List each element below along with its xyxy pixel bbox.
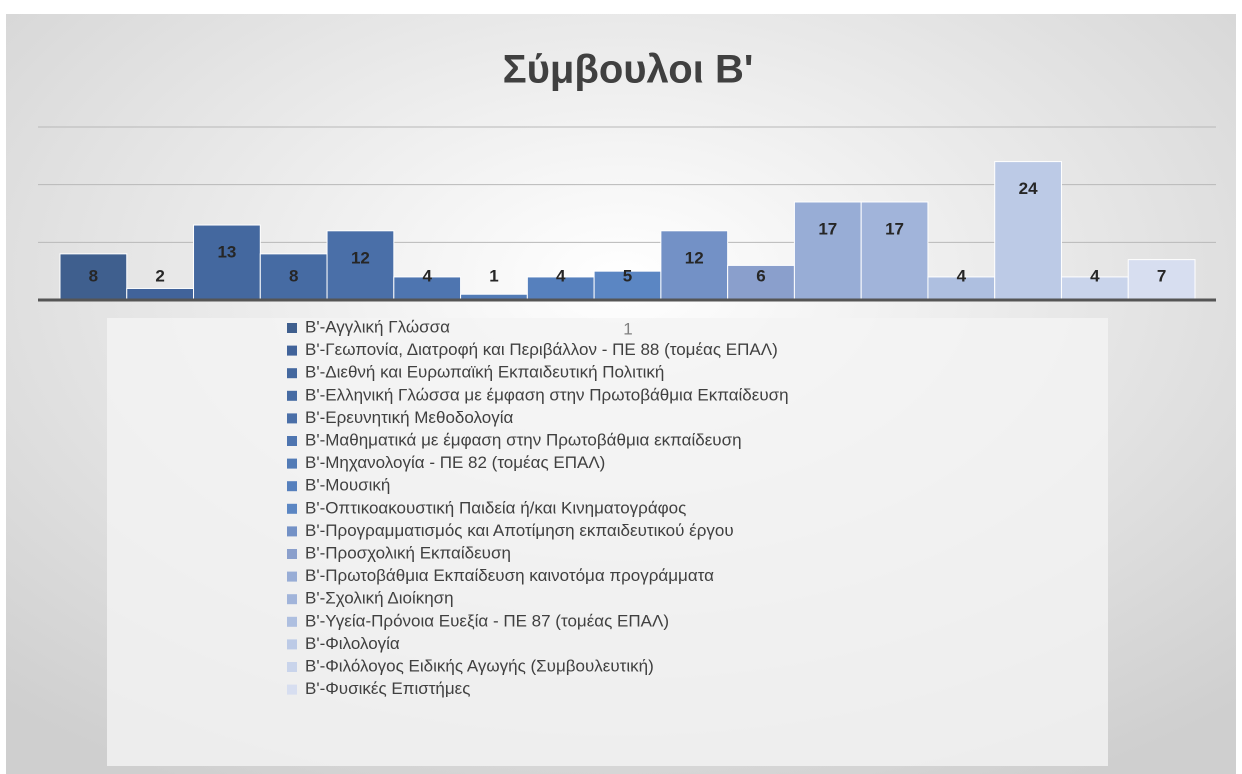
bar xyxy=(59,253,128,301)
x-tick-label: 1 xyxy=(623,319,632,338)
bar xyxy=(1127,259,1196,301)
data-label: 4 xyxy=(1090,266,1100,285)
legend-label: Β'-Φυσικές Επιστήμες xyxy=(305,679,470,698)
legend-marker xyxy=(287,616,297,627)
legend-label: Β'-Γεωπονία, Διατροφή και Περιβάλλον - Π… xyxy=(305,340,778,359)
legend-label: Β'-Φιλολογία xyxy=(305,634,400,653)
legend-marker xyxy=(287,345,297,356)
data-label: 8 xyxy=(289,266,298,285)
legend-marker xyxy=(287,684,297,695)
legend-marker xyxy=(287,413,297,424)
legend-marker xyxy=(287,571,297,582)
data-label: 2 xyxy=(155,266,164,285)
bar xyxy=(660,230,729,301)
legend-marker xyxy=(287,323,297,333)
bar xyxy=(727,264,795,301)
legend-marker xyxy=(287,662,297,672)
legend-label: Β'-Μηχανολογία - ΠΕ 82 (τομέας ΕΠΑΛ) xyxy=(305,453,605,472)
legend-marker xyxy=(287,368,297,379)
data-label: 4 xyxy=(422,266,432,285)
legend-marker xyxy=(287,390,297,401)
legend-box xyxy=(107,318,1108,766)
legend-label: Β'-Μαθηματικά με έμφαση στην Πρωτοβάθμια… xyxy=(305,430,742,449)
bar xyxy=(126,287,195,301)
legend-label: Β'-Διεθνή και Ευρωπαϊκή Εκπαιδευτική Πολ… xyxy=(305,363,664,382)
legend-label: Β'-Προγραμματισμός και Αποτίμηση εκπαιδε… xyxy=(305,521,734,540)
legend-label: Β'-Προσχολική Εκπαίδευση xyxy=(305,543,511,562)
data-label: 7 xyxy=(1157,266,1166,285)
data-label: 17 xyxy=(818,219,837,238)
legend-marker xyxy=(287,549,297,559)
bar xyxy=(193,224,261,301)
legend-label: Β'-Μουσική xyxy=(305,476,390,495)
legend-label: Β'-Οπτικοακουστική Παιδεία ή/και Κινηματ… xyxy=(305,498,686,517)
data-label: 12 xyxy=(351,248,370,267)
legend-marker xyxy=(287,594,297,605)
legend-label: Β'-Αγγλική Γλώσσα xyxy=(305,317,450,336)
legend-label: Β'-Φιλόλογος Ειδικής Αγωγής (Συμβουλευτι… xyxy=(305,656,654,675)
data-label: 6 xyxy=(756,266,765,285)
legend-marker xyxy=(287,639,297,650)
data-label: 1 xyxy=(489,266,498,285)
chart-title: Σύμβουλοι Β' xyxy=(503,48,754,92)
bar xyxy=(860,201,929,301)
data-label: 24 xyxy=(1019,179,1038,198)
bar xyxy=(593,270,662,301)
legend-marker xyxy=(287,458,297,469)
legend-label: Β'-Ερευνητική Μεθοδολογία xyxy=(305,408,513,427)
data-label: 13 xyxy=(217,243,236,262)
data-label: 8 xyxy=(89,266,98,285)
legend-marker xyxy=(287,436,297,446)
bar xyxy=(994,161,1062,301)
data-label: 4 xyxy=(957,266,967,285)
data-label: 4 xyxy=(556,266,566,285)
legend-marker xyxy=(287,526,297,537)
data-label: 17 xyxy=(885,219,904,238)
legend-label: Β'-Υγεία-Πρόνοια Ευεξία - ΠΕ 87 (τομέας … xyxy=(305,611,669,630)
legend-label: Β'-Πρωτοβάθμια Εκπαίδευση καινοτόμα προγ… xyxy=(305,566,714,585)
data-label: 5 xyxy=(623,266,632,285)
legend-marker xyxy=(287,503,297,514)
data-label: 12 xyxy=(685,248,704,267)
bar xyxy=(793,201,862,301)
legend-label: Β'-Ελληνική Γλώσσα με έμφαση στην Πρωτοβ… xyxy=(305,385,789,404)
legend-marker xyxy=(287,481,297,492)
legend-label: Β'-Σχολική Διοίκηση xyxy=(305,589,454,608)
